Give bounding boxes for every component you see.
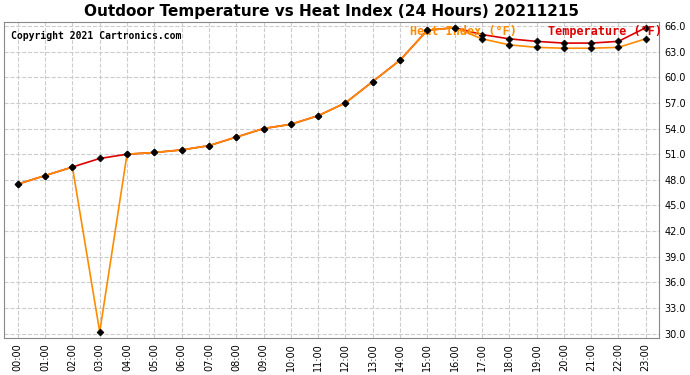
- Title: Outdoor Temperature vs Heat Index (24 Hours) 20211215: Outdoor Temperature vs Heat Index (24 Ho…: [84, 4, 580, 19]
- Text: Copyright 2021 Cartronics.com: Copyright 2021 Cartronics.com: [11, 31, 181, 41]
- Text: Heat Index (°F): Heat Index (°F): [411, 25, 518, 38]
- Text: Temperature (°F): Temperature (°F): [548, 25, 662, 38]
